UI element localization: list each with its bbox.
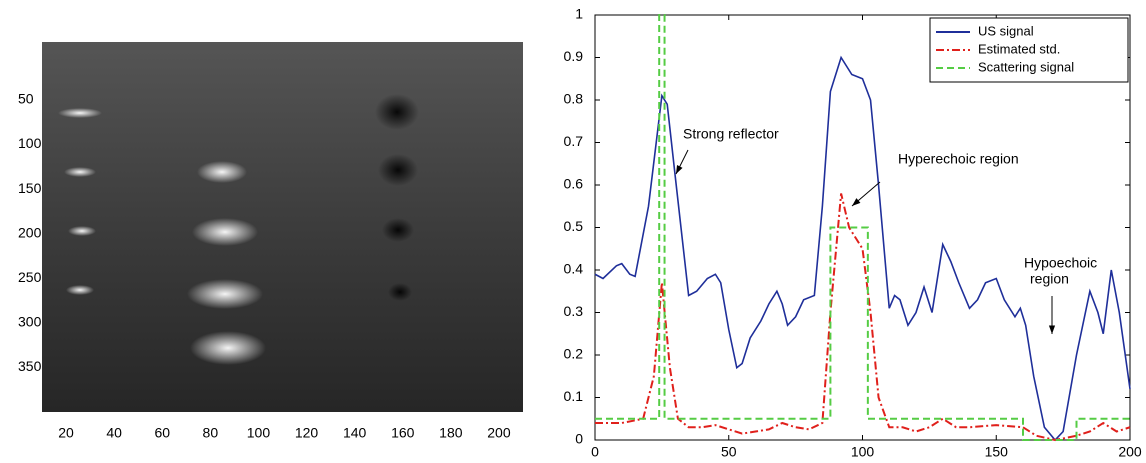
line-chart: 0 50 100 150 200 0 0.1 0.2 0.3 0.4 0.5 0.6 0.7 0.8 0.9…: [564, 6, 1142, 460]
y-tick-label: 0.3: [564, 303, 584, 319]
ultrasound-image: [42, 42, 523, 412]
series-line: [595, 14, 1130, 441]
x-tick-label: 140: [343, 425, 367, 441]
y-tick-label: 50: [18, 91, 34, 107]
x-tick-label: 120: [295, 425, 319, 441]
x-tick-label: 40: [106, 425, 122, 441]
x-tick-label: 180: [439, 425, 463, 441]
blob: [58, 108, 102, 118]
dark-blob: [378, 154, 418, 186]
blob: [190, 331, 266, 365]
blob: [68, 226, 96, 236]
image-axes: 20 40 60 80 100 120 140 160 180 200 50 100 150 200 250…: [18, 91, 511, 441]
x-tick-label: 200: [487, 425, 511, 441]
y-tick-label: 350: [18, 358, 42, 374]
blob: [187, 279, 263, 309]
y-tick-label: 0.7: [564, 133, 584, 149]
y-tick-label: 0.8: [564, 91, 584, 107]
annotation: Hypoechoic: [1024, 255, 1097, 271]
x-tick-label: 0: [591, 444, 599, 460]
x-tick-label: 100: [247, 425, 271, 441]
y-tick-label: 200: [18, 224, 42, 240]
y-tick-label: 1: [575, 6, 583, 22]
y-tick-label: 150: [18, 180, 42, 196]
legend-label: Scattering signal: [978, 59, 1074, 74]
blob: [197, 161, 247, 183]
annotation: Strong reflector: [683, 126, 779, 142]
y-tick-label: 0.6: [564, 176, 584, 192]
y-tick-label: 300: [18, 314, 42, 330]
arrow-head: [852, 198, 861, 206]
legend-label: US signal: [978, 23, 1034, 38]
y-tick-label: 0.9: [564, 48, 584, 64]
x-tick-label: 50: [721, 444, 737, 460]
dark-blob: [388, 283, 412, 301]
blob: [192, 218, 258, 246]
dark-blob: [382, 218, 414, 242]
x-tick-label: 200: [1118, 444, 1142, 460]
x-tick-label: 100: [851, 444, 875, 460]
x-tick-label: 150: [985, 444, 1009, 460]
y-tick-label: 100: [18, 135, 42, 151]
x-tick-label: 80: [203, 425, 219, 441]
blob: [66, 285, 94, 295]
annotation: Hyperechoic region: [898, 151, 1019, 167]
y-tick-label: 0.1: [564, 388, 584, 404]
y-tick-label: 0.2: [564, 346, 584, 362]
annotation: region: [1030, 271, 1069, 287]
x-tick-label: 60: [154, 425, 170, 441]
arrow-head: [676, 165, 683, 174]
series-line: [595, 193, 1131, 442]
y-tick-label: 0.4: [564, 261, 584, 277]
blob: [64, 167, 96, 177]
y-tick-label: 0: [575, 431, 583, 447]
x-tick-label: 20: [58, 425, 74, 441]
series-line: [594, 55, 1131, 442]
image-background: [42, 42, 523, 412]
y-tick-label: 250: [18, 269, 42, 285]
y-tick-label: 0.5: [564, 218, 584, 234]
arrow-head: [1048, 325, 1056, 334]
dark-blob: [375, 94, 419, 130]
legend-label: Estimated std.: [978, 41, 1060, 56]
x-tick-label: 160: [391, 425, 415, 441]
